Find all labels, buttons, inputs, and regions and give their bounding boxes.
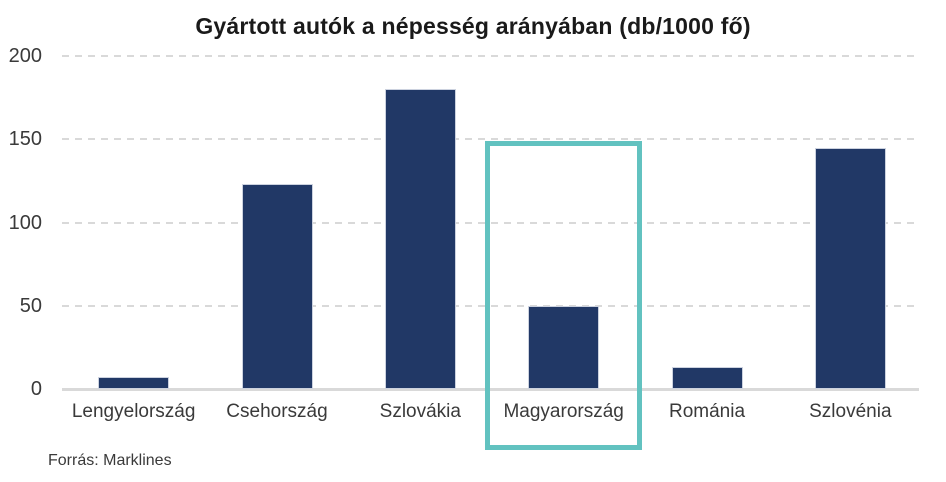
gridline-150 <box>62 138 917 141</box>
x-axis-line <box>62 388 919 391</box>
chart-title: Gyártott autók a népesség arányában (db/… <box>195 13 751 39</box>
x-axis-label: Szlovákia <box>379 401 461 422</box>
bar-magyarország <box>528 305 600 389</box>
bar-szlovákia <box>384 89 456 389</box>
x-axis-label: Lengyelország <box>71 401 196 422</box>
y-axis-label: 50 <box>19 294 42 317</box>
bar-szlovénia <box>814 147 886 389</box>
x-axis-label: Románia <box>668 401 746 422</box>
y-axis-label: 100 <box>8 211 42 234</box>
bar-csehország <box>241 184 313 389</box>
bar-románia <box>671 367 743 389</box>
y-axis-label: 200 <box>8 45 42 67</box>
source-note: Forrás: Marklines <box>48 452 172 469</box>
x-axis-label: Csehország <box>226 401 328 422</box>
y-axis-label: 150 <box>8 128 42 151</box>
highlight-box <box>485 141 643 450</box>
gridline-200 <box>62 55 917 57</box>
x-axis-label: Magyarország <box>503 401 624 422</box>
y-axis-label: 0 <box>30 378 42 400</box>
bar-lengyelország <box>98 377 170 389</box>
x-axis-label: Szlovénia <box>809 401 892 422</box>
